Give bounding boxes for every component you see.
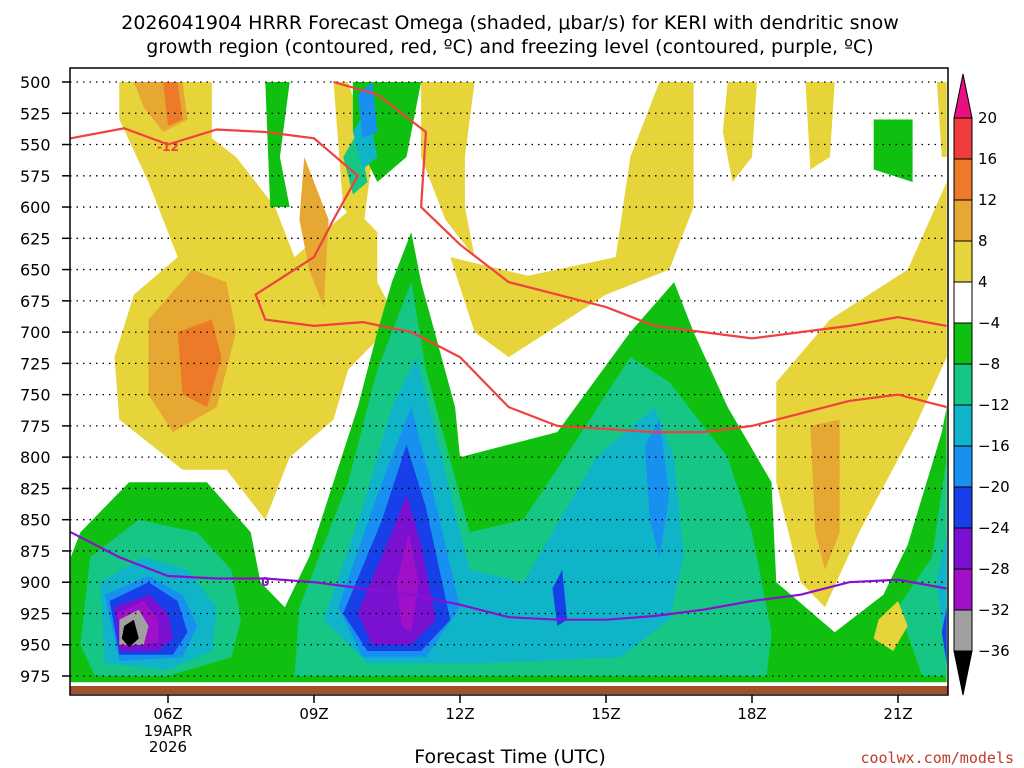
colorbar-swatch <box>953 404 973 447</box>
y-tick-label: 900 <box>20 573 51 592</box>
y-tick-label: 975 <box>20 667 51 686</box>
shaded-region <box>936 82 947 157</box>
credit-text: coolwx.com/models <box>860 749 1014 767</box>
colorbar-tick-label: 16 <box>978 150 997 168</box>
colorbar-tick-label: −24 <box>978 519 1010 537</box>
colorbar-tick-label: −32 <box>978 601 1010 619</box>
y-tick-label: 925 <box>20 604 51 623</box>
colorbar-tick-label: −20 <box>978 478 1010 496</box>
dgz-contour-line <box>333 80 947 340</box>
colorbar-top-arrow <box>953 73 973 119</box>
colorbar-tick-label: 20 <box>978 109 997 127</box>
y-tick-label: 800 <box>20 448 51 467</box>
shaded-region <box>644 419 670 558</box>
shaded-region <box>396 532 419 633</box>
y-tick-label: 675 <box>20 292 51 311</box>
y-tick-label: 850 <box>20 511 51 530</box>
shaded-region <box>421 82 475 258</box>
colorbar-tick-label: 8 <box>978 232 988 250</box>
y-tick-label: 600 <box>20 198 51 217</box>
shaded-region <box>552 569 568 626</box>
shaded-region <box>265 82 290 208</box>
x-axis-label: Forecast Time (UTC) <box>414 746 605 768</box>
chart-title-line-1: 2026041904 HRRR Forecast Omega (shaded, … <box>121 12 899 34</box>
colorbar-tick-label: −16 <box>978 437 1010 455</box>
colorbar-tick-label: 4 <box>978 273 988 291</box>
y-tick-label: 950 <box>20 636 51 655</box>
colorbar-swatch <box>953 568 973 611</box>
colorbar-tick-label: −12 <box>978 396 1010 414</box>
colorbar-bottom-arrow <box>953 650 973 696</box>
colorbar-swatch <box>953 199 973 242</box>
y-tick-label: 625 <box>20 229 51 248</box>
contour-lines: -12 0 <box>70 80 947 621</box>
colorbar-swatch <box>953 240 973 283</box>
x-tick-sublabel: 19APR <box>144 722 193 740</box>
shaded-region <box>873 119 913 182</box>
contour-label-red: -12 <box>157 140 179 154</box>
x-tick-label: 21Z <box>883 705 912 723</box>
colorbar: 20 16 12 8 4 −4 −8 −12 −16 −20 −24 −28 −32 −36 <box>953 73 1010 696</box>
y-tick-label: 575 <box>20 167 51 186</box>
y-tick-label: 525 <box>20 104 51 123</box>
plot-area: -12 0 <box>69 67 949 696</box>
colorbar-swatch <box>953 363 973 406</box>
colorbar-tick-label: −8 <box>978 355 1000 373</box>
colorbar-swatch <box>953 445 973 488</box>
y-tick-label: 700 <box>20 323 51 342</box>
colorbar-tick-label: −28 <box>978 560 1010 578</box>
shaded-region <box>722 82 757 182</box>
y-tick-label: 875 <box>20 542 51 561</box>
shaded-region <box>450 82 694 358</box>
shaded-region <box>357 494 436 645</box>
colorbar-swatch <box>953 117 973 160</box>
dgz-contour-line <box>70 127 947 434</box>
x-tick-sublabel: 2026 <box>149 738 187 756</box>
y-axis-ticks: 500 525 550 575 600 625 650 675 700 725 750 775 800 8… <box>20 73 70 686</box>
colorbar-swatch <box>953 527 973 570</box>
colorbar-swatch <box>953 158 973 201</box>
shaded-region <box>873 601 908 651</box>
shaded-region <box>805 82 835 170</box>
shaded-region <box>357 82 378 139</box>
omega-shading <box>70 82 947 683</box>
contour-label-purple: 0 <box>261 575 269 589</box>
shaded-region <box>898 457 947 676</box>
x-tick-label: 06Z <box>153 705 182 723</box>
shaded-region <box>352 107 378 170</box>
shaded-region <box>299 157 329 308</box>
x-tick-label: 18Z <box>737 705 766 723</box>
y-tick-label: 650 <box>20 261 51 280</box>
shaded-region <box>343 132 368 195</box>
y-tick-label: 750 <box>20 386 51 405</box>
terrain-strip <box>70 686 948 694</box>
x-tick-label: 12Z <box>445 705 474 723</box>
shaded-region <box>121 619 139 648</box>
shaded-region <box>941 607 947 664</box>
y-tick-label: 500 <box>20 73 51 92</box>
colorbar-swatch <box>953 609 973 652</box>
plot-frame <box>69 67 949 696</box>
y-tick-label: 775 <box>20 417 51 436</box>
colorbar-swatch <box>953 322 973 365</box>
x-tick-label: 09Z <box>299 705 328 723</box>
colorbar-swatch <box>953 281 973 324</box>
colorbar-tick-label: 12 <box>978 191 997 209</box>
y-tick-label: 725 <box>20 354 51 373</box>
colorbar-tick-label: −4 <box>978 314 1000 332</box>
x-tick-label: 15Z <box>591 705 620 723</box>
colorbar-tick-label: −36 <box>978 642 1010 660</box>
y-tick-label: 550 <box>20 136 51 155</box>
shaded-region <box>177 319 222 408</box>
chart-title-line-2: growth region (contoured, red, ºC) and f… <box>146 36 873 58</box>
shaded-region <box>163 82 183 126</box>
freezing-level-line <box>70 531 947 621</box>
y-tick-label: 825 <box>20 479 51 498</box>
colorbar-swatch <box>953 486 973 529</box>
